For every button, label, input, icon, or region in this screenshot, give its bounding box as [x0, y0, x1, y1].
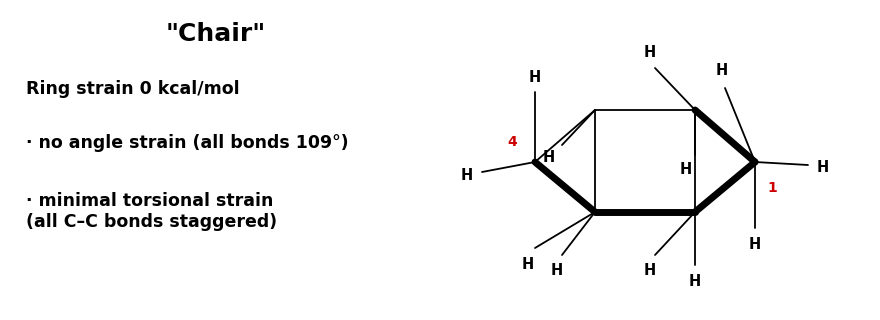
Text: H: H: [679, 162, 692, 177]
Text: H: H: [715, 63, 728, 78]
Text: · no angle strain (all bonds 109°): · no angle strain (all bonds 109°): [26, 134, 349, 152]
Text: · minimal torsional strain
(all C–C bonds staggered): · minimal torsional strain (all C–C bond…: [26, 192, 277, 231]
Text: H: H: [522, 257, 534, 272]
Text: 4: 4: [507, 135, 517, 149]
Text: H: H: [749, 237, 761, 252]
Text: H: H: [644, 45, 656, 60]
Text: H: H: [543, 150, 555, 165]
Text: H: H: [461, 167, 473, 182]
Text: H: H: [817, 159, 829, 174]
Text: H: H: [529, 70, 541, 85]
Text: H: H: [644, 263, 656, 278]
Text: 1: 1: [767, 181, 777, 195]
Text: Ring strain 0 kcal/mol: Ring strain 0 kcal/mol: [26, 80, 240, 98]
Text: "Chair": "Chair": [165, 22, 266, 46]
Text: H: H: [689, 274, 701, 289]
Text: H: H: [551, 263, 563, 278]
